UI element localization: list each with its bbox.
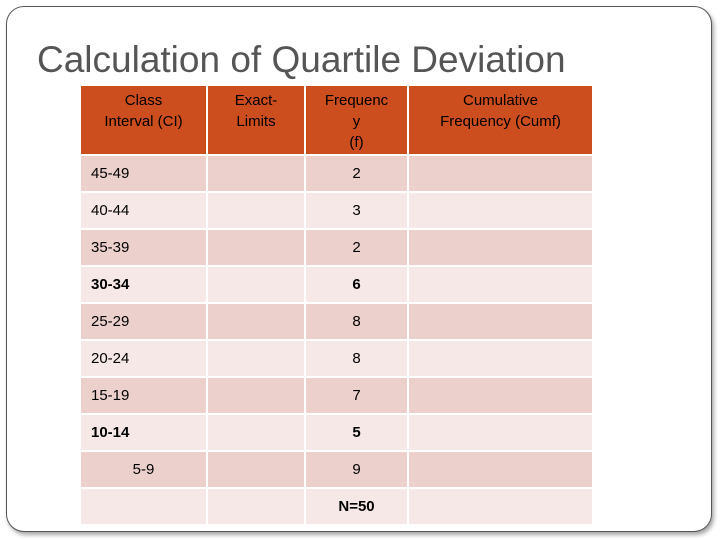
class-interval-cell: 10-14 xyxy=(79,413,208,452)
class-interval-cell: 30-34 xyxy=(79,265,208,304)
frequency-cell: 2 xyxy=(304,154,409,193)
frequency-cell: 5 xyxy=(304,413,409,452)
table-header-row: Class Interval (CI) Exact- Limits Freque… xyxy=(79,84,594,156)
table-row: 20-24 8 xyxy=(79,339,594,378)
header-line: y xyxy=(352,113,361,130)
cumulative-frequency-cell xyxy=(407,302,594,341)
header-cumulative-frequency: Cumulative Frequency (Cumf) xyxy=(407,84,594,156)
cumulative-frequency-cell xyxy=(407,487,594,526)
table-total-row: N=50 xyxy=(79,487,594,526)
header-line: Frequency (Cumf) xyxy=(440,113,561,130)
exact-limits-cell xyxy=(206,265,306,304)
header-line: Class xyxy=(124,92,163,109)
table-row: 25-29 8 xyxy=(79,302,594,341)
quartile-deviation-table: Class Interval (CI) Exact- Limits Freque… xyxy=(79,84,594,526)
header-class-interval: Class Interval (CI) xyxy=(79,84,208,156)
table-row: 15-19 7 xyxy=(79,376,594,415)
header-exact-limits: Exact- Limits xyxy=(206,84,306,156)
slide-title: Calculation of Quartile Deviation xyxy=(37,39,566,80)
table-row: 10-14 5 xyxy=(79,413,594,452)
cumulative-frequency-cell xyxy=(407,339,594,378)
cumulative-frequency-cell xyxy=(407,376,594,415)
table-row: 40-44 3 xyxy=(79,191,594,230)
cumulative-frequency-cell xyxy=(407,228,594,267)
table-row: 30-34 6 xyxy=(79,265,594,304)
frequency-cell: 2 xyxy=(304,228,409,267)
class-interval-cell: 5-9 xyxy=(79,450,208,489)
table-row: 35-39 2 xyxy=(79,228,594,267)
exact-limits-cell xyxy=(206,413,306,452)
frequency-cell: 8 xyxy=(304,302,409,341)
exact-limits-cell xyxy=(206,154,306,193)
class-interval-cell: 40-44 xyxy=(79,191,208,230)
cumulative-frequency-cell xyxy=(407,191,594,230)
header-line: Limits xyxy=(236,113,276,130)
exact-limits-cell xyxy=(206,191,306,230)
frequency-cell: 6 xyxy=(304,265,409,304)
header-frequency: Frequenc y (f) xyxy=(304,84,409,156)
exact-limits-cell xyxy=(206,228,306,267)
class-interval-cell: 25-29 xyxy=(79,302,208,341)
header-line: Frequenc xyxy=(324,92,389,109)
class-interval-cell: 15-19 xyxy=(79,376,208,415)
frequency-cell: 9 xyxy=(304,450,409,489)
class-interval-cell xyxy=(79,487,208,526)
exact-limits-cell xyxy=(206,302,306,341)
cumulative-frequency-cell xyxy=(407,413,594,452)
header-line: Exact- xyxy=(234,92,278,109)
frequency-cell: 7 xyxy=(304,376,409,415)
table-row: 5-9 9 xyxy=(79,450,594,489)
header-line: Cumulative xyxy=(462,92,539,109)
frequency-cell: 8 xyxy=(304,339,409,378)
class-interval-cell: 35-39 xyxy=(79,228,208,267)
cumulative-frequency-cell xyxy=(407,154,594,193)
header-line: (f) xyxy=(349,134,364,151)
class-interval-cell: 20-24 xyxy=(79,339,208,378)
table-row: 45-49 2 xyxy=(79,154,594,193)
exact-limits-cell xyxy=(206,339,306,378)
cumulative-frequency-cell xyxy=(407,265,594,304)
exact-limits-cell xyxy=(206,450,306,489)
frequency-cell: 3 xyxy=(304,191,409,230)
exact-limits-cell xyxy=(206,487,306,526)
cumulative-frequency-cell xyxy=(407,450,594,489)
exact-limits-cell xyxy=(206,376,306,415)
class-interval-cell: 45-49 xyxy=(79,154,208,193)
total-frequency-cell: N=50 xyxy=(304,487,409,526)
header-line: Interval (CI) xyxy=(104,113,183,130)
